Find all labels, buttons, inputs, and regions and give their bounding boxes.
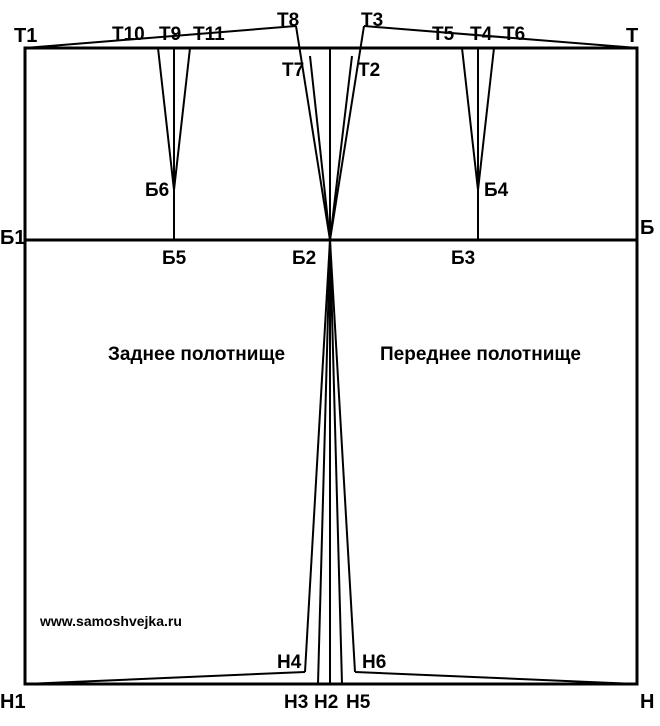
panel-label-back: Заднее полотнище	[108, 344, 285, 365]
label-T2: Т2	[358, 60, 380, 81]
label-B2: Б2	[292, 248, 316, 269]
label-T1: Т1	[14, 25, 37, 47]
label-T6: Т6	[503, 24, 525, 45]
label-T: Т	[626, 25, 638, 47]
label-B1: Б1	[0, 227, 26, 249]
label-H6: Н6	[362, 652, 386, 673]
label-T3: Т3	[361, 10, 383, 31]
label-T9: Т9	[159, 24, 181, 45]
label-T5: Т5	[432, 24, 455, 45]
label-T7: Т7	[282, 60, 304, 81]
label-B: Б	[640, 217, 654, 239]
label-H1: Н1	[0, 691, 26, 713]
skirt-pattern-diagram: Т1 Т Б1 Б Н1 Н Т10 Т9 Т11 Т8 Т7 Т3 Т2 Т5 Т4 Т6 Б6 Б5 Б2 Б3 Б…	[0, 0, 660, 726]
label-B6: Б6	[145, 180, 169, 201]
label-H3: Н3	[284, 692, 308, 713]
label-H4: Н4	[277, 652, 302, 673]
label-T4: Т4	[470, 24, 493, 45]
label-T11: Т11	[193, 24, 225, 45]
label-H: Н	[640, 691, 654, 713]
label-H2: Н2	[314, 692, 338, 713]
label-T10: Т10	[112, 24, 145, 45]
label-H5: Н5	[346, 692, 371, 713]
label-T8: Т8	[277, 10, 299, 31]
panel-label-front: Переднее полотнище	[380, 344, 581, 365]
label-B4: Б4	[484, 180, 509, 201]
label-B5: Б5	[162, 248, 187, 269]
label-B3: Б3	[451, 248, 475, 269]
watermark: www.samoshvejka.ru	[39, 613, 182, 629]
